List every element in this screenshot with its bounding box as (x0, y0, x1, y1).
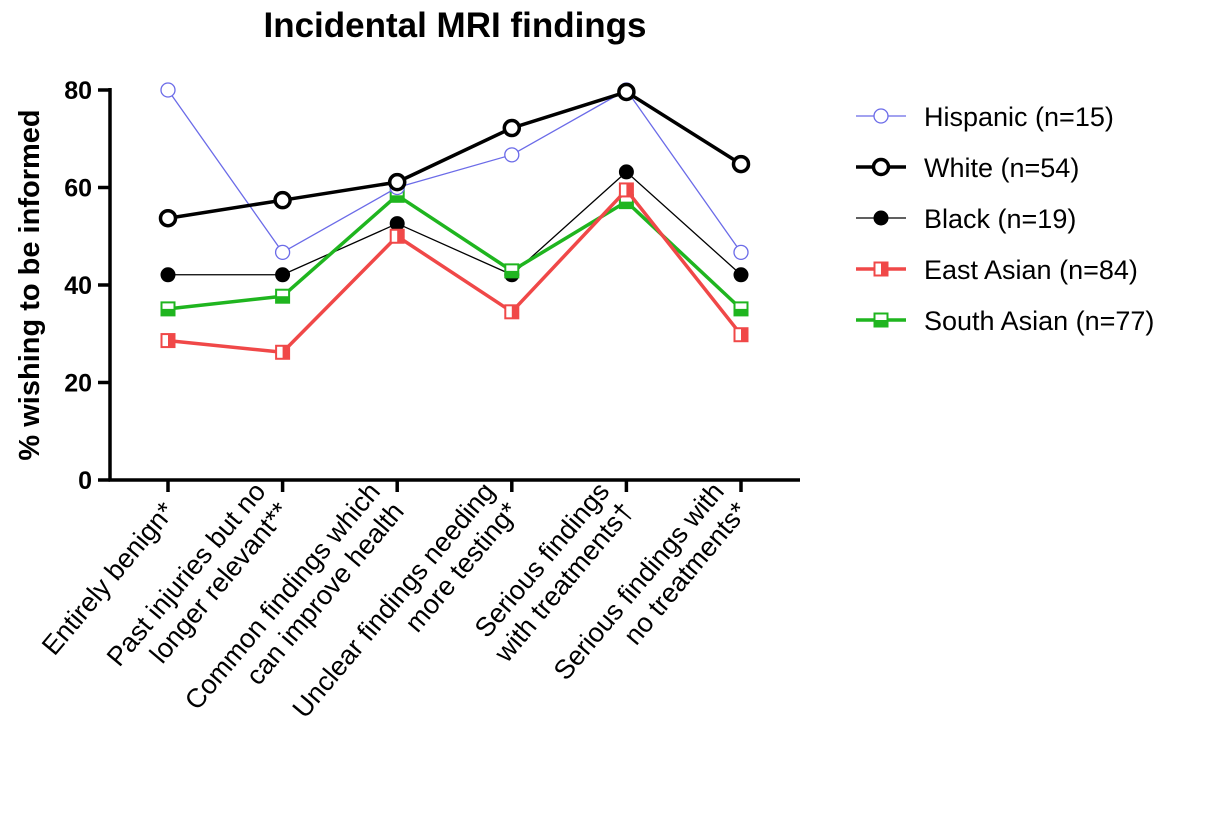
data-point-s2-3 (387, 172, 407, 192)
series-line-5 (167, 193, 743, 311)
marker-square-fill (741, 328, 748, 342)
legend-marker (873, 108, 889, 124)
data-point-s5-1 (160, 301, 176, 317)
marker-circle (873, 108, 889, 124)
data-point-s4-4 (504, 304, 520, 320)
y-axis-label: % wishing to be informed (14, 109, 46, 460)
legend-label: White (n=54) (924, 153, 1079, 183)
y-tick-label-0: 0 (78, 467, 92, 495)
marker-circle (618, 164, 634, 180)
marker-square-fill (619, 201, 633, 209)
legend-item-1: Hispanic (n=15) (856, 102, 1114, 132)
marker-circle (733, 267, 749, 283)
data-point-s3-1 (160, 267, 176, 283)
legend-label: Hispanic (n=15) (924, 102, 1114, 132)
marker-circle (160, 82, 176, 98)
marker-circle (273, 190, 292, 210)
data-point-s3-5 (618, 164, 634, 180)
y-tick-label-40: 40 (64, 272, 92, 300)
series-line-2 (167, 90, 742, 220)
legend-label: East Asian (n=84) (924, 255, 1138, 285)
data-point-s2-4 (502, 118, 522, 138)
data-point-s1-1 (160, 82, 176, 98)
series-line-3 (168, 171, 742, 276)
data-point-s4-2 (275, 344, 291, 360)
marker-circle (504, 147, 520, 163)
marker-circle (617, 82, 636, 102)
marker-circle (731, 154, 751, 174)
series-5 (160, 187, 749, 317)
data-point-s1-2 (274, 244, 291, 260)
series-line-4 (167, 188, 743, 355)
legend-item-3: Black (n=19) (856, 204, 1076, 234)
data-point-s3-2 (275, 267, 291, 283)
y-tick-label-20: 20 (64, 370, 92, 398)
series-2 (158, 82, 751, 228)
data-point-s4-1 (160, 333, 176, 349)
legend-marker (873, 261, 889, 277)
data-point-s3-6 (733, 267, 749, 283)
marker-circle (387, 172, 407, 192)
marker-square-fill (276, 296, 290, 303)
data-point-s4-6 (733, 327, 749, 343)
data-point-s2-6 (731, 154, 751, 174)
marker-square-fill (626, 183, 633, 197)
data-point-s5-5 (618, 194, 634, 210)
series-3 (160, 164, 749, 283)
data-point-s4-3 (389, 228, 405, 244)
marker-circle (158, 208, 178, 228)
data-point-s1-4 (504, 147, 520, 163)
marker-circle (389, 216, 405, 232)
legend-marker (873, 210, 889, 226)
marker-circle (160, 267, 176, 283)
marker-circle (873, 210, 889, 226)
marker-square-fill (734, 308, 748, 316)
legend-item-4: East Asian (n=84) (856, 255, 1138, 285)
data-point-s5-6 (733, 301, 749, 317)
marker-square-fill (282, 345, 290, 359)
marker-square-fill (397, 229, 404, 243)
data-point-s2-5 (617, 82, 636, 102)
marker-circle (502, 118, 522, 138)
marker-circle (275, 267, 291, 283)
data-point-s3-3 (389, 216, 405, 232)
legend-marker (871, 157, 891, 177)
data-point-s2-1 (158, 208, 178, 228)
data-point-s5-2 (275, 288, 291, 304)
y-tick-label-60: 60 (64, 175, 92, 203)
marker-square-fill (511, 305, 519, 319)
data-point-s2-2 (273, 190, 292, 210)
series-line-1 (167, 89, 742, 253)
data-point-s1-6 (733, 244, 749, 260)
data-point-s4-5 (618, 182, 634, 198)
data-point-s5-4 (504, 263, 520, 279)
chart-title: Incidental MRI findings (263, 6, 646, 45)
series-4 (160, 182, 749, 360)
marker-square-fill (881, 262, 888, 276)
marker-square-fill (168, 334, 175, 348)
marker-square-fill (874, 320, 888, 327)
legend-label: Black (n=19) (924, 204, 1076, 234)
marker-circle (274, 244, 291, 260)
legend-marker (873, 312, 889, 328)
legend-label: South Asian (n=77) (924, 306, 1154, 336)
y-tick-label-80: 80 (64, 77, 92, 105)
legend-item-5: South Asian (n=77) (856, 306, 1154, 336)
marker-square-fill (161, 308, 175, 316)
marker-square-fill (390, 195, 404, 202)
marker-square-fill (505, 270, 519, 278)
legend: Hispanic (n=15) White (n=54) Black (n=19) E… (856, 102, 1154, 336)
marker-circle (733, 244, 749, 260)
legend-item-2: White (n=54) (856, 153, 1079, 183)
marker-circle (871, 157, 891, 177)
